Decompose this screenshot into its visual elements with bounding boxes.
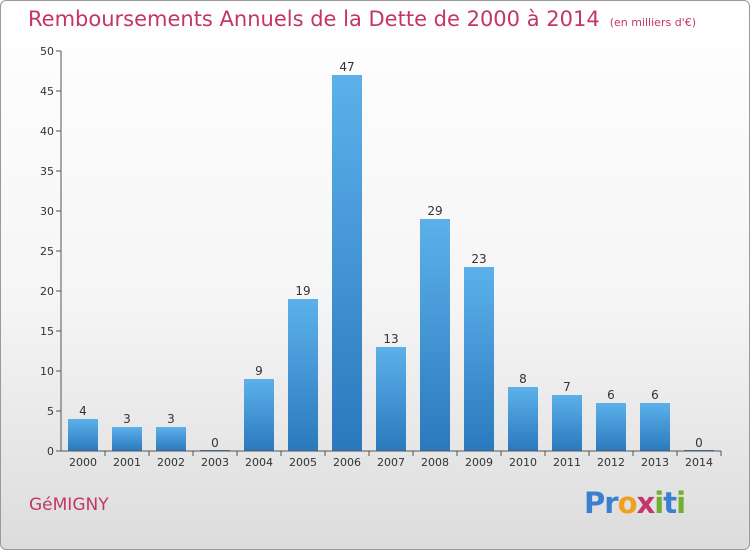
x-tick-label: 2001 xyxy=(113,456,141,469)
y-tick-label: 20 xyxy=(40,285,54,298)
bar xyxy=(420,219,450,451)
x-tick-label: 2000 xyxy=(69,456,97,469)
y-tick-label: 45 xyxy=(40,85,54,98)
y-tick-label: 30 xyxy=(40,205,54,218)
y-tick-label: 35 xyxy=(40,165,54,178)
unit-note: (en milliers d'€) xyxy=(609,16,696,29)
y-tick-label: 50 xyxy=(40,45,54,58)
chart-title: Remboursements Annuels de la Dette de 20… xyxy=(28,7,696,31)
bar xyxy=(112,427,142,451)
logo-letter: r xyxy=(604,486,618,520)
chart-title-text: Remboursements Annuels de la Dette de 20… xyxy=(28,7,600,31)
x-tick-label: 2004 xyxy=(245,456,273,469)
data-label: 8 xyxy=(519,372,527,386)
bar xyxy=(464,267,494,451)
y-tick-label: 25 xyxy=(40,245,54,258)
bar xyxy=(376,347,406,451)
x-tick-label: 2014 xyxy=(685,456,713,469)
y-tick-label: 40 xyxy=(40,125,54,138)
bar xyxy=(596,403,626,451)
data-label: 29 xyxy=(427,204,442,218)
data-label: 23 xyxy=(471,252,486,266)
data-label: 19 xyxy=(295,284,310,298)
commune-name: GéMIGNY xyxy=(29,495,109,515)
y-tick-label: 5 xyxy=(47,405,54,418)
x-tick-label: 2012 xyxy=(597,456,625,469)
bar xyxy=(552,395,582,451)
x-tick-label: 2013 xyxy=(641,456,669,469)
x-tick-label: 2009 xyxy=(465,456,493,469)
logo-letter: t xyxy=(663,486,677,520)
logo-letter: i xyxy=(676,486,686,520)
y-tick-label: 15 xyxy=(40,325,54,338)
x-tick-label: 2010 xyxy=(509,456,537,469)
bar xyxy=(508,387,538,451)
data-label: 3 xyxy=(123,412,131,426)
data-label: 0 xyxy=(211,436,219,450)
proxiti-logo: Proxiti xyxy=(584,486,686,520)
logo-letter: o xyxy=(617,486,638,520)
x-tick-label: 2008 xyxy=(421,456,449,469)
y-tick-label: 0 xyxy=(47,445,54,458)
x-tick-label: 2003 xyxy=(201,456,229,469)
bar xyxy=(332,75,362,451)
data-label: 0 xyxy=(695,436,703,450)
logo-letter: P xyxy=(584,486,605,520)
logo-letter: x xyxy=(636,486,656,520)
x-tick-label: 2007 xyxy=(377,456,405,469)
x-tick-label: 2005 xyxy=(289,456,317,469)
bar xyxy=(156,427,186,451)
data-label: 3 xyxy=(167,412,175,426)
bars: 4 3 3 0 9 19 47 13 29 23 8 7 6 6 0 xyxy=(68,60,714,451)
data-label: 4 xyxy=(79,404,87,418)
data-label: 13 xyxy=(383,332,398,346)
data-label: 6 xyxy=(607,388,615,402)
bar xyxy=(288,299,318,451)
y-axis: 0 5 10 15 20 25 30 35 40 45 50 xyxy=(40,45,62,458)
logo-letter: i xyxy=(654,486,664,520)
x-tick-label: 2011 xyxy=(553,456,581,469)
data-label: 6 xyxy=(651,388,659,402)
data-label: 47 xyxy=(339,60,354,74)
x-axis: 2000 2001 2002 2003 2004 2005 2006 2007 2008 2009… xyxy=(61,450,722,469)
bar xyxy=(244,379,274,451)
bar xyxy=(640,403,670,451)
data-label: 9 xyxy=(255,364,263,378)
bar xyxy=(68,419,98,451)
data-label: 7 xyxy=(563,380,571,394)
y-tick-label: 10 xyxy=(40,365,54,378)
x-tick-label: 2006 xyxy=(333,456,361,469)
x-tick-label: 2002 xyxy=(157,456,185,469)
